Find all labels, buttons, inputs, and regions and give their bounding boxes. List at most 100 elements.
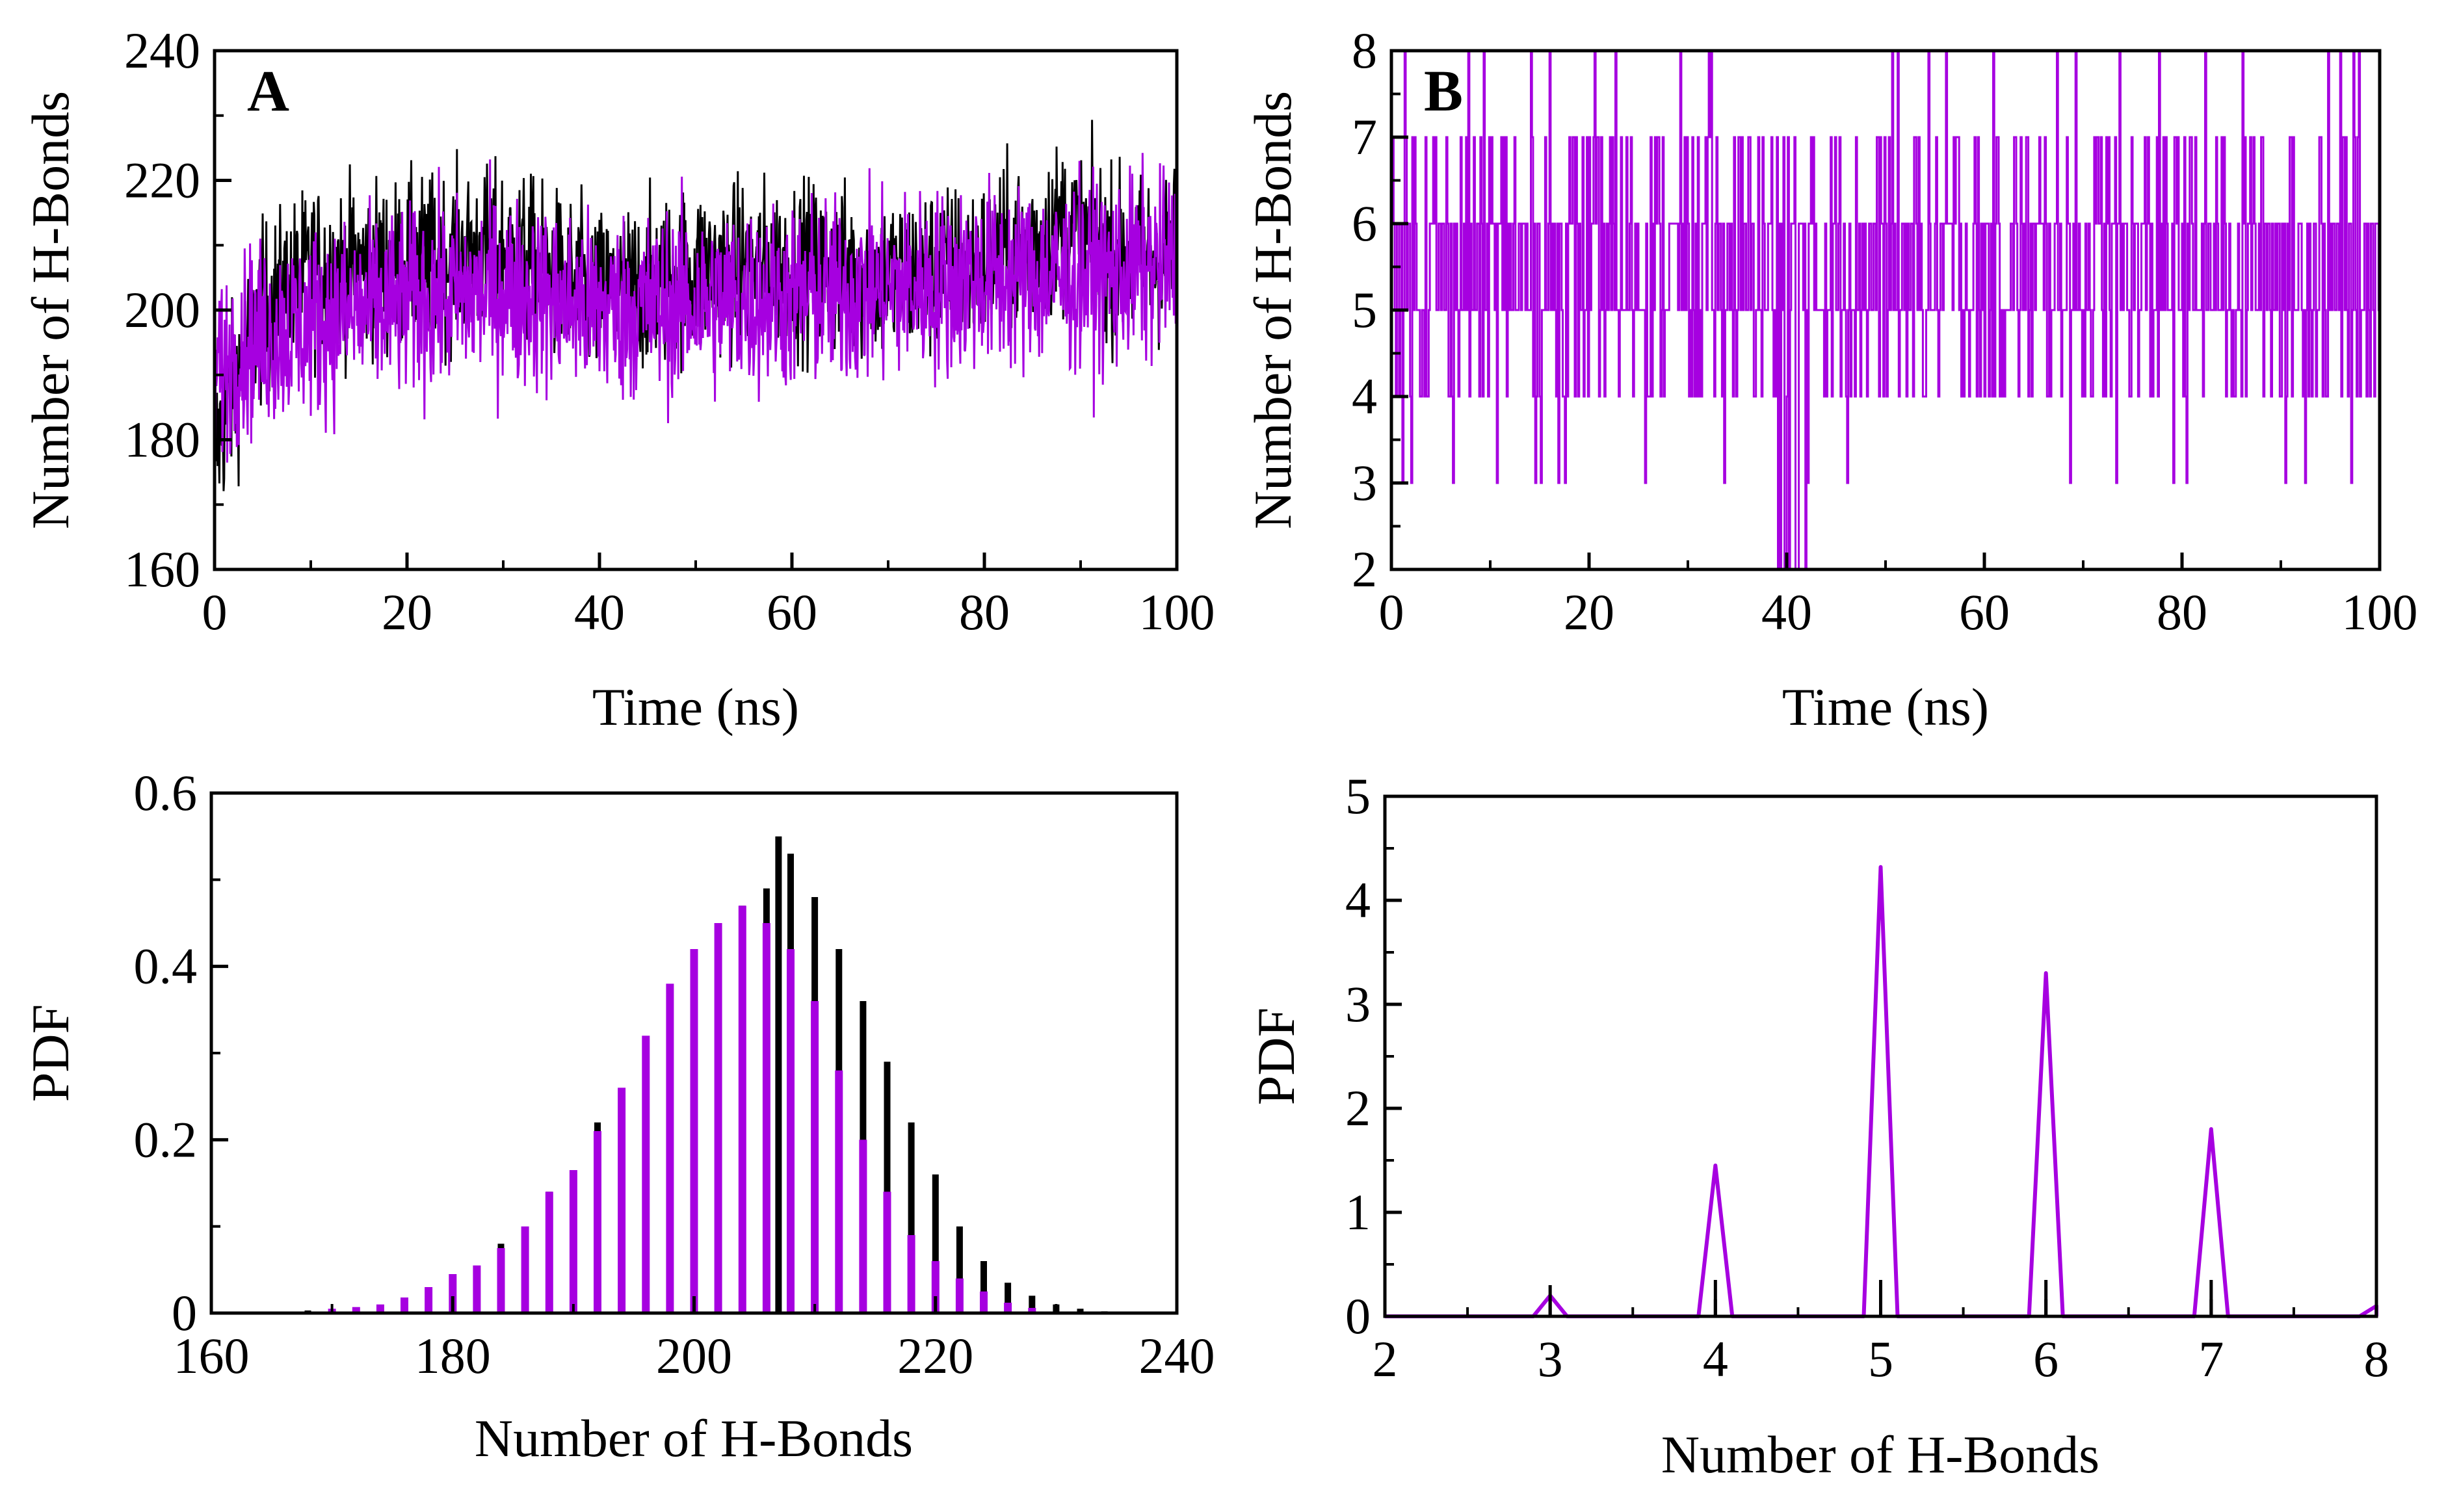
x-axis-title: Number of H-Bonds: [475, 1409, 913, 1468]
x-tick-label: 7: [2198, 1331, 2224, 1387]
histogram-bar: [497, 1248, 505, 1313]
x-tick-label: 60: [1959, 584, 2010, 640]
y-tick-label: 0.2: [134, 1111, 198, 1167]
x-tick-label: 220: [897, 1327, 973, 1384]
histogram-bar: [956, 1226, 963, 1313]
plot-area: [213, 120, 1178, 491]
y-tick-label: 160: [124, 541, 200, 597]
y-tick-label: 0: [1345, 1288, 1371, 1344]
y-axis-title: Number of H-Bonds: [21, 91, 80, 529]
histogram-bar: [376, 1304, 384, 1313]
panel-label: A: [247, 59, 289, 124]
histogram-bar: [883, 1192, 891, 1313]
histogram-bar: [884, 1062, 891, 1313]
x-tick-label: 80: [959, 584, 1010, 640]
x-tick-label: 0: [1379, 584, 1404, 640]
x-tick-label: 40: [1761, 584, 1812, 640]
x-tick-label: 240: [1139, 1327, 1215, 1384]
histogram-bar: [932, 1174, 939, 1313]
histogram-bar: [569, 1170, 577, 1313]
histogram-bar: [811, 1001, 819, 1313]
y-tick-label: 200: [124, 281, 200, 338]
series-magenta-line: [1390, 49, 2381, 571]
histogram-bar: [449, 1274, 457, 1313]
histogram-bar: [908, 1122, 915, 1313]
x-tick-label: 20: [1564, 584, 1614, 640]
histogram-bar: [980, 1261, 987, 1313]
y-tick-label: 7: [1352, 109, 1377, 165]
x-tick-label: 60: [767, 584, 817, 640]
histogram-bar: [618, 1088, 626, 1313]
histogram-bar: [521, 1226, 529, 1313]
histogram-bar: [473, 1265, 481, 1313]
y-tick-label: 0.4: [134, 938, 198, 995]
series-magenta-line: [213, 153, 1178, 463]
histogram-bar: [738, 906, 746, 1313]
x-axis-title: Time (ns): [1782, 677, 1989, 736]
histogram-bar: [642, 1036, 650, 1313]
y-tick-label: 3: [1352, 454, 1377, 511]
panel-b-distribution: 2 3 4 5 6 7 8 0 1 2 3 4 5 Number of H-Bonds PDF: [1246, 768, 2389, 1484]
histogram-bar: [907, 1235, 915, 1313]
x-axis-title: Time (ns): [592, 677, 799, 736]
histogram-bar: [666, 984, 674, 1313]
y-tick-label: 2: [1352, 541, 1377, 597]
x-tick-label: 0: [202, 584, 228, 640]
y-tick-label: 0.6: [134, 764, 198, 821]
plot-area: [256, 836, 1108, 1313]
y-axis-title: Number of H-Bonds: [1243, 91, 1302, 529]
histogram-bar: [1004, 1303, 1012, 1313]
y-tick-label: 8: [1352, 22, 1377, 79]
histogram-bar: [545, 1192, 553, 1313]
panel-b-time-series: 0 20 40 60 80 100 2 3 4 5 6 7 8 B Time (ns) Number o…: [1243, 22, 2418, 736]
histogram-bar: [931, 1261, 940, 1313]
x-tick-label: 40: [574, 584, 625, 640]
histogram-bar: [594, 1131, 601, 1313]
x-tick-label: 100: [1139, 584, 1215, 640]
x-tick-label: 3: [1538, 1331, 1563, 1387]
histogram-bar: [714, 923, 722, 1313]
y-tick-label: 4: [1345, 872, 1371, 928]
y-tick-label: 1: [1345, 1184, 1371, 1240]
histogram-bar: [425, 1287, 433, 1313]
x-axis-title: Number of H-Bonds: [1661, 1425, 2099, 1484]
y-tick-label: 180: [124, 411, 200, 468]
histogram-bar: [352, 1307, 360, 1313]
x-tick-label: 20: [382, 584, 432, 640]
y-axis-title: PDF: [1246, 1008, 1306, 1105]
x-tick-label: 4: [1703, 1331, 1728, 1387]
histogram-bar: [775, 836, 782, 1313]
distribution-line: [1385, 865, 2378, 1318]
histogram-bar: [690, 949, 698, 1313]
histogram-bar: [1077, 1309, 1084, 1313]
histogram-bar: [859, 1140, 867, 1313]
histogram-bar: [401, 1297, 408, 1313]
histogram-bar: [835, 1070, 843, 1313]
panel-label: B: [1424, 59, 1463, 124]
plot-area: [1390, 49, 2381, 571]
x-tick-label: 80: [2157, 584, 2207, 640]
histogram-bar: [1005, 1283, 1012, 1313]
histogram-bar: [980, 1291, 988, 1313]
histogram-bar: [1028, 1308, 1036, 1313]
x-tick-label: 2: [1373, 1331, 1398, 1387]
plot-area: [1385, 865, 2378, 1318]
x-tick-label: 160: [174, 1327, 250, 1384]
y-tick-label: 6: [1352, 195, 1377, 252]
y-tick-label: 3: [1345, 976, 1371, 1032]
y-axis-title: PDF: [21, 1004, 80, 1102]
panel-a-histogram: 160 180 200 220 240 0 0.2 0.4 0.6 Number of H-Bo…: [21, 764, 1215, 1468]
histogram-bar: [1029, 1296, 1036, 1313]
x-tick-label: 180: [415, 1327, 491, 1384]
histogram-bar: [787, 949, 795, 1313]
y-tick-label: 4: [1352, 368, 1377, 424]
y-tick-label: 0: [172, 1284, 197, 1341]
x-tick-label: 5: [1868, 1331, 1893, 1387]
y-tick-label: 220: [124, 152, 200, 209]
x-tick-label: 8: [2364, 1331, 2389, 1387]
histogram-bar: [955, 1278, 964, 1313]
y-tick-label: 5: [1352, 281, 1377, 338]
x-tick-label: 100: [2342, 584, 2418, 640]
